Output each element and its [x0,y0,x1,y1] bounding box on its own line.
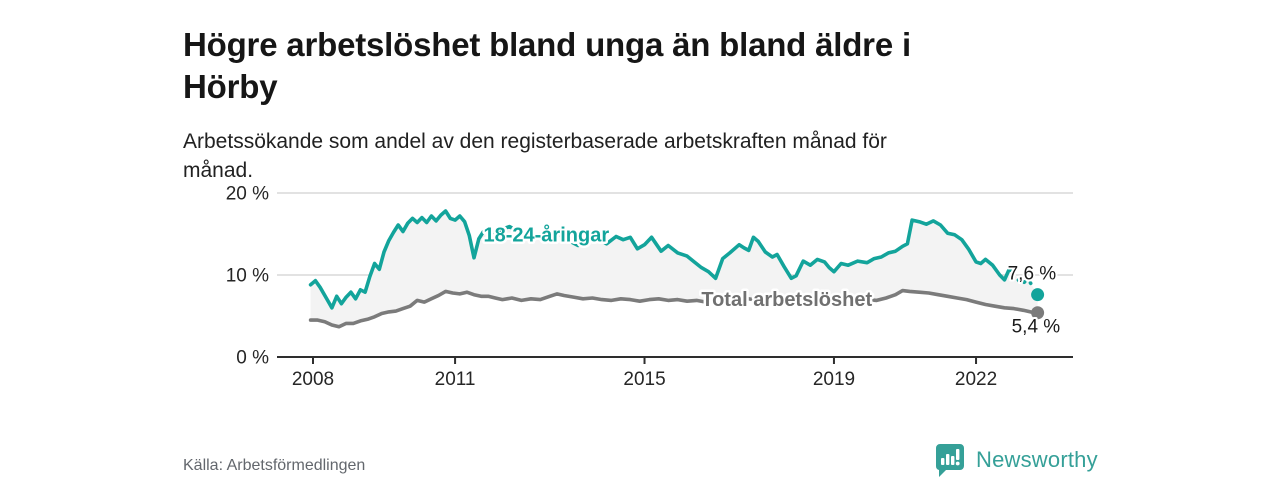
brand-logo: Newsworthy [933,443,1098,477]
series-end-dot-1 [1031,306,1045,320]
chart-subtitle-line2: månad. [183,159,254,182]
brand-name: Newsworthy [976,447,1098,472]
series-line-1 [308,288,1040,329]
series-end-value-0: 7,6 % [1008,264,1057,285]
series-label-0: 18-24-åringar [483,223,609,246]
bar-chart-speech-bubble-icon [935,444,964,477]
y-tick-label-0: 0 % [236,348,269,369]
source-note: Källa: Arbetsförmedlingen [183,457,366,474]
series-line-0-dashed [1012,269,1040,297]
series-line-0 [308,209,1016,310]
page-title-line2: Hörby [183,68,278,106]
y-tick-label-20: 20 % [226,184,269,205]
chart-subtitle: Arbetssökande som andel av den registerb… [183,127,1063,185]
x-tick-label-2008: 2008 [292,369,334,390]
x-tick-label-2011: 2011 [435,369,476,390]
x-tick-label-2019: 2019 [813,369,855,390]
y-tick-label-10: 10 % [226,266,269,287]
chart-subtitle-line1: Arbetssökande som andel av den registerb… [183,130,887,153]
page-title: Högre arbetslöshet bland unga än bland ä… [183,24,1133,108]
series-end-dot-0 [1031,288,1045,302]
x-tick-label-2022: 2022 [955,369,997,390]
series-label-1: Total arbetslöshet [701,289,872,311]
page-title-line1: Högre arbetslöshet bland unga än bland ä… [183,26,911,64]
x-tick-label-2015: 2015 [623,369,665,390]
band-between-series [310,211,1038,327]
line-chart: 2008 2011 2015 2019 2022 0 % 10 % 20 % 18-24-åri… [226,184,1073,390]
series-end-value-1: 5,4 % [1012,317,1061,338]
